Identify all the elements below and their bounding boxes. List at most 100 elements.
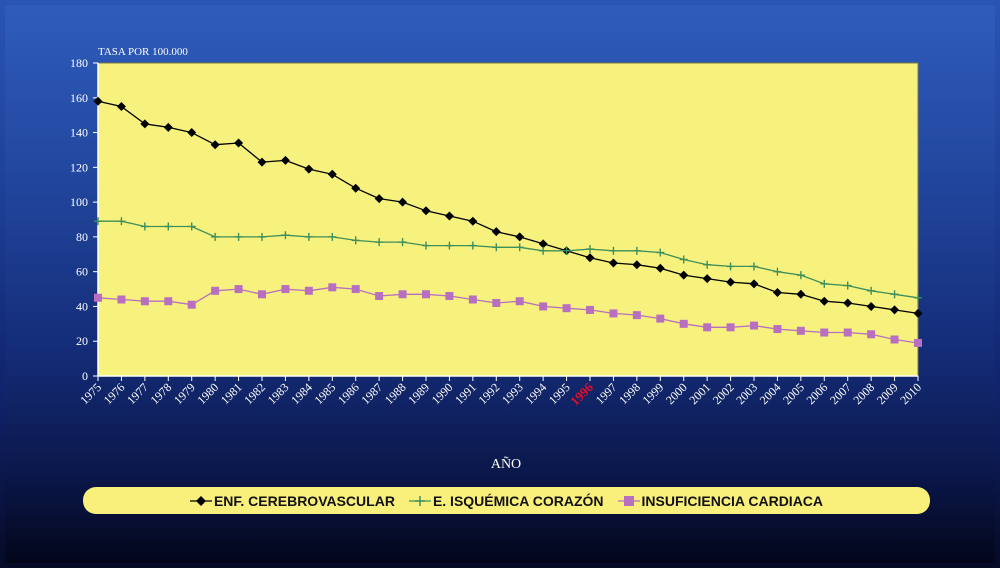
data-point	[796, 326, 805, 335]
y-tick-label: 80	[76, 230, 88, 244]
data-point	[539, 302, 548, 311]
data-point	[351, 236, 360, 245]
data-point	[398, 290, 407, 299]
data-point	[421, 206, 431, 216]
data-point	[140, 222, 149, 231]
data-point	[351, 183, 361, 193]
plot-area	[97, 62, 919, 377]
data-point	[796, 271, 805, 280]
data-point	[679, 255, 688, 264]
x-tick-label: 2006	[804, 380, 831, 407]
x-tick-label: 1981	[218, 380, 245, 407]
data-point	[679, 319, 688, 328]
series-3	[94, 283, 922, 347]
series-2	[94, 217, 922, 302]
data-point	[422, 241, 430, 250]
data-point	[281, 285, 290, 294]
data-point	[632, 260, 642, 270]
legend-label: ENF. CEREBROVASCULAR	[213, 492, 395, 509]
data-point	[211, 286, 220, 295]
data-point	[586, 245, 594, 254]
data-point	[492, 298, 501, 307]
data-point	[374, 194, 384, 204]
y-axis-label: TASA POR 100.000	[98, 46, 188, 58]
x-tick-label: 1987	[358, 380, 385, 407]
data-point	[867, 286, 876, 295]
data-point	[820, 328, 829, 337]
data-point	[468, 241, 477, 250]
x-tick-label: 1993	[499, 380, 526, 407]
data-point	[328, 232, 337, 241]
x-tick-label: 1997	[593, 380, 620, 407]
data-point	[562, 246, 571, 255]
legend: ENF. CEREBROVASCULAR E. ISQUÉMICA CORAZÓ…	[83, 487, 930, 514]
y-tick-label: 20	[76, 334, 88, 348]
data-point	[281, 231, 290, 240]
x-tick-label: 1983	[265, 380, 292, 407]
data-point	[445, 292, 454, 301]
data-point	[515, 297, 524, 306]
data-point	[726, 323, 735, 332]
x-tick-label: 1980	[194, 380, 221, 407]
data-point	[632, 311, 641, 320]
data-point	[843, 328, 852, 337]
data-point	[750, 262, 758, 271]
data-point	[773, 325, 782, 334]
data-point	[491, 227, 501, 237]
x-tick-label: 1999	[640, 380, 667, 407]
data-point	[351, 285, 360, 294]
data-point	[586, 305, 594, 314]
data-point	[703, 260, 712, 269]
legend-label: INSUFICIENCIA CARDIACA	[641, 492, 824, 509]
x-tick-label: 1998	[616, 380, 643, 407]
data-point	[914, 293, 922, 302]
data-point	[164, 297, 173, 306]
y-tick-label: 140	[70, 126, 88, 140]
data-point	[703, 323, 712, 332]
data-point	[422, 290, 430, 299]
data-point	[210, 140, 220, 150]
data-point	[843, 281, 852, 290]
x-tick-label: 2010	[897, 380, 924, 407]
x-tick-label: 2001	[686, 380, 713, 407]
x-tick-label: 1978	[148, 380, 175, 407]
y-tick-label: 160	[70, 91, 88, 105]
data-point	[398, 197, 408, 207]
data-point	[211, 232, 220, 241]
diamond-marker-icon	[189, 495, 212, 506]
y-tick-label: 120	[70, 160, 88, 174]
y-tick-label: 100	[70, 195, 88, 209]
data-point	[234, 138, 244, 148]
x-tick-label: 1995	[546, 380, 573, 407]
data-point	[890, 305, 900, 315]
x-tick-label: 1976	[101, 380, 128, 407]
x-tick-label: 1988	[382, 380, 409, 407]
data-point	[327, 169, 337, 179]
data-point	[375, 238, 384, 247]
x-tick-label: 1979	[171, 380, 198, 407]
x-tick-label: 1985	[312, 380, 339, 407]
data-point	[515, 243, 524, 252]
x-tick-label: 1975	[77, 380, 104, 407]
x-tick-label: 1992	[476, 380, 503, 407]
data-point	[140, 297, 149, 306]
y-tick-label: 40	[76, 299, 88, 313]
data-point	[914, 338, 922, 347]
x-tick-label: 1982	[241, 380, 268, 407]
data-point	[93, 96, 103, 106]
data-point	[187, 128, 197, 138]
data-point	[867, 330, 876, 339]
data-point	[538, 239, 548, 249]
data-point	[468, 216, 478, 226]
x-tick-label: 1994	[522, 380, 549, 407]
data-point	[94, 293, 102, 302]
x-tick-label: 2003	[733, 380, 760, 407]
x-tick-label: 2004	[757, 380, 784, 407]
x-tick-label: 1984	[288, 380, 315, 407]
data-point	[819, 296, 829, 306]
data-point	[656, 314, 665, 323]
x-tick-label: 1977	[124, 380, 151, 407]
x-axis-label: AÑO	[491, 456, 521, 472]
data-point	[702, 274, 712, 284]
